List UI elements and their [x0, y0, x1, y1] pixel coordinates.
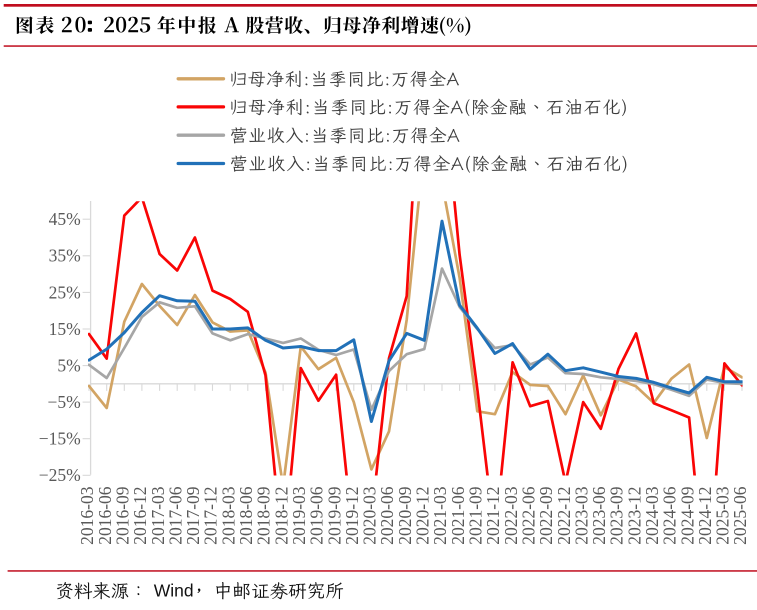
- svg-text:2024-06: 2024-06: [660, 486, 680, 545]
- svg-text:2025-06: 2025-06: [730, 486, 750, 545]
- svg-text:2017-12: 2017-12: [201, 486, 221, 544]
- svg-text:2021-12: 2021-12: [483, 486, 503, 544]
- svg-text:2020-06: 2020-06: [377, 486, 397, 545]
- svg-text:2019-09: 2019-09: [324, 486, 344, 545]
- svg-text:2023-12: 2023-12: [624, 486, 644, 544]
- svg-text:2021-06: 2021-06: [448, 486, 468, 545]
- svg-text:2023-03: 2023-03: [571, 486, 591, 545]
- svg-text:2020-12: 2020-12: [413, 486, 433, 544]
- svg-text:2024-03: 2024-03: [642, 486, 662, 545]
- svg-text:2018-12: 2018-12: [271, 486, 291, 544]
- svg-text:2020-03: 2020-03: [360, 486, 380, 545]
- svg-text:2020-09: 2020-09: [395, 486, 415, 545]
- svg-text:2017-03: 2017-03: [148, 486, 168, 545]
- svg-text:45%: 45%: [49, 209, 81, 229]
- svg-text:2019-03: 2019-03: [289, 486, 309, 545]
- svg-text:2021-03: 2021-03: [430, 486, 450, 545]
- svg-text:2018-03: 2018-03: [218, 486, 238, 545]
- svg-text:2022-09: 2022-09: [536, 486, 556, 545]
- svg-text:15%: 15%: [49, 319, 81, 339]
- svg-text:2018-09: 2018-09: [254, 486, 274, 545]
- svg-text:2017-09: 2017-09: [183, 486, 203, 545]
- svg-text:2023-06: 2023-06: [589, 486, 609, 545]
- svg-text:2022-12: 2022-12: [554, 486, 574, 544]
- svg-text:2024-09: 2024-09: [677, 486, 697, 545]
- svg-text:35%: 35%: [49, 246, 81, 266]
- svg-text:2016-12: 2016-12: [130, 486, 150, 544]
- svg-text:2024-12: 2024-12: [695, 486, 715, 544]
- svg-text:2016-06: 2016-06: [95, 486, 115, 545]
- svg-text:2019-12: 2019-12: [342, 486, 362, 544]
- svg-text:Wind: Wind: [154, 581, 194, 601]
- svg-text:2023-09: 2023-09: [607, 486, 627, 545]
- svg-text:−15%: −15%: [39, 429, 81, 449]
- svg-text:2016-03: 2016-03: [77, 486, 97, 545]
- svg-text:2017-06: 2017-06: [165, 486, 185, 545]
- svg-text:25%: 25%: [49, 282, 81, 302]
- svg-text:2022-03: 2022-03: [501, 486, 521, 545]
- svg-text:−25%: −25%: [39, 465, 81, 485]
- svg-text:2025-03: 2025-03: [713, 486, 733, 545]
- svg-text:2016-09: 2016-09: [113, 486, 133, 545]
- svg-text:2019-06: 2019-06: [307, 486, 327, 545]
- svg-text:−5%: −5%: [47, 392, 80, 412]
- svg-text:2022-06: 2022-06: [519, 486, 539, 545]
- svg-text:2021-09: 2021-09: [466, 486, 486, 545]
- svg-text:5%: 5%: [57, 356, 80, 376]
- svg-text:2018-06: 2018-06: [236, 486, 256, 545]
